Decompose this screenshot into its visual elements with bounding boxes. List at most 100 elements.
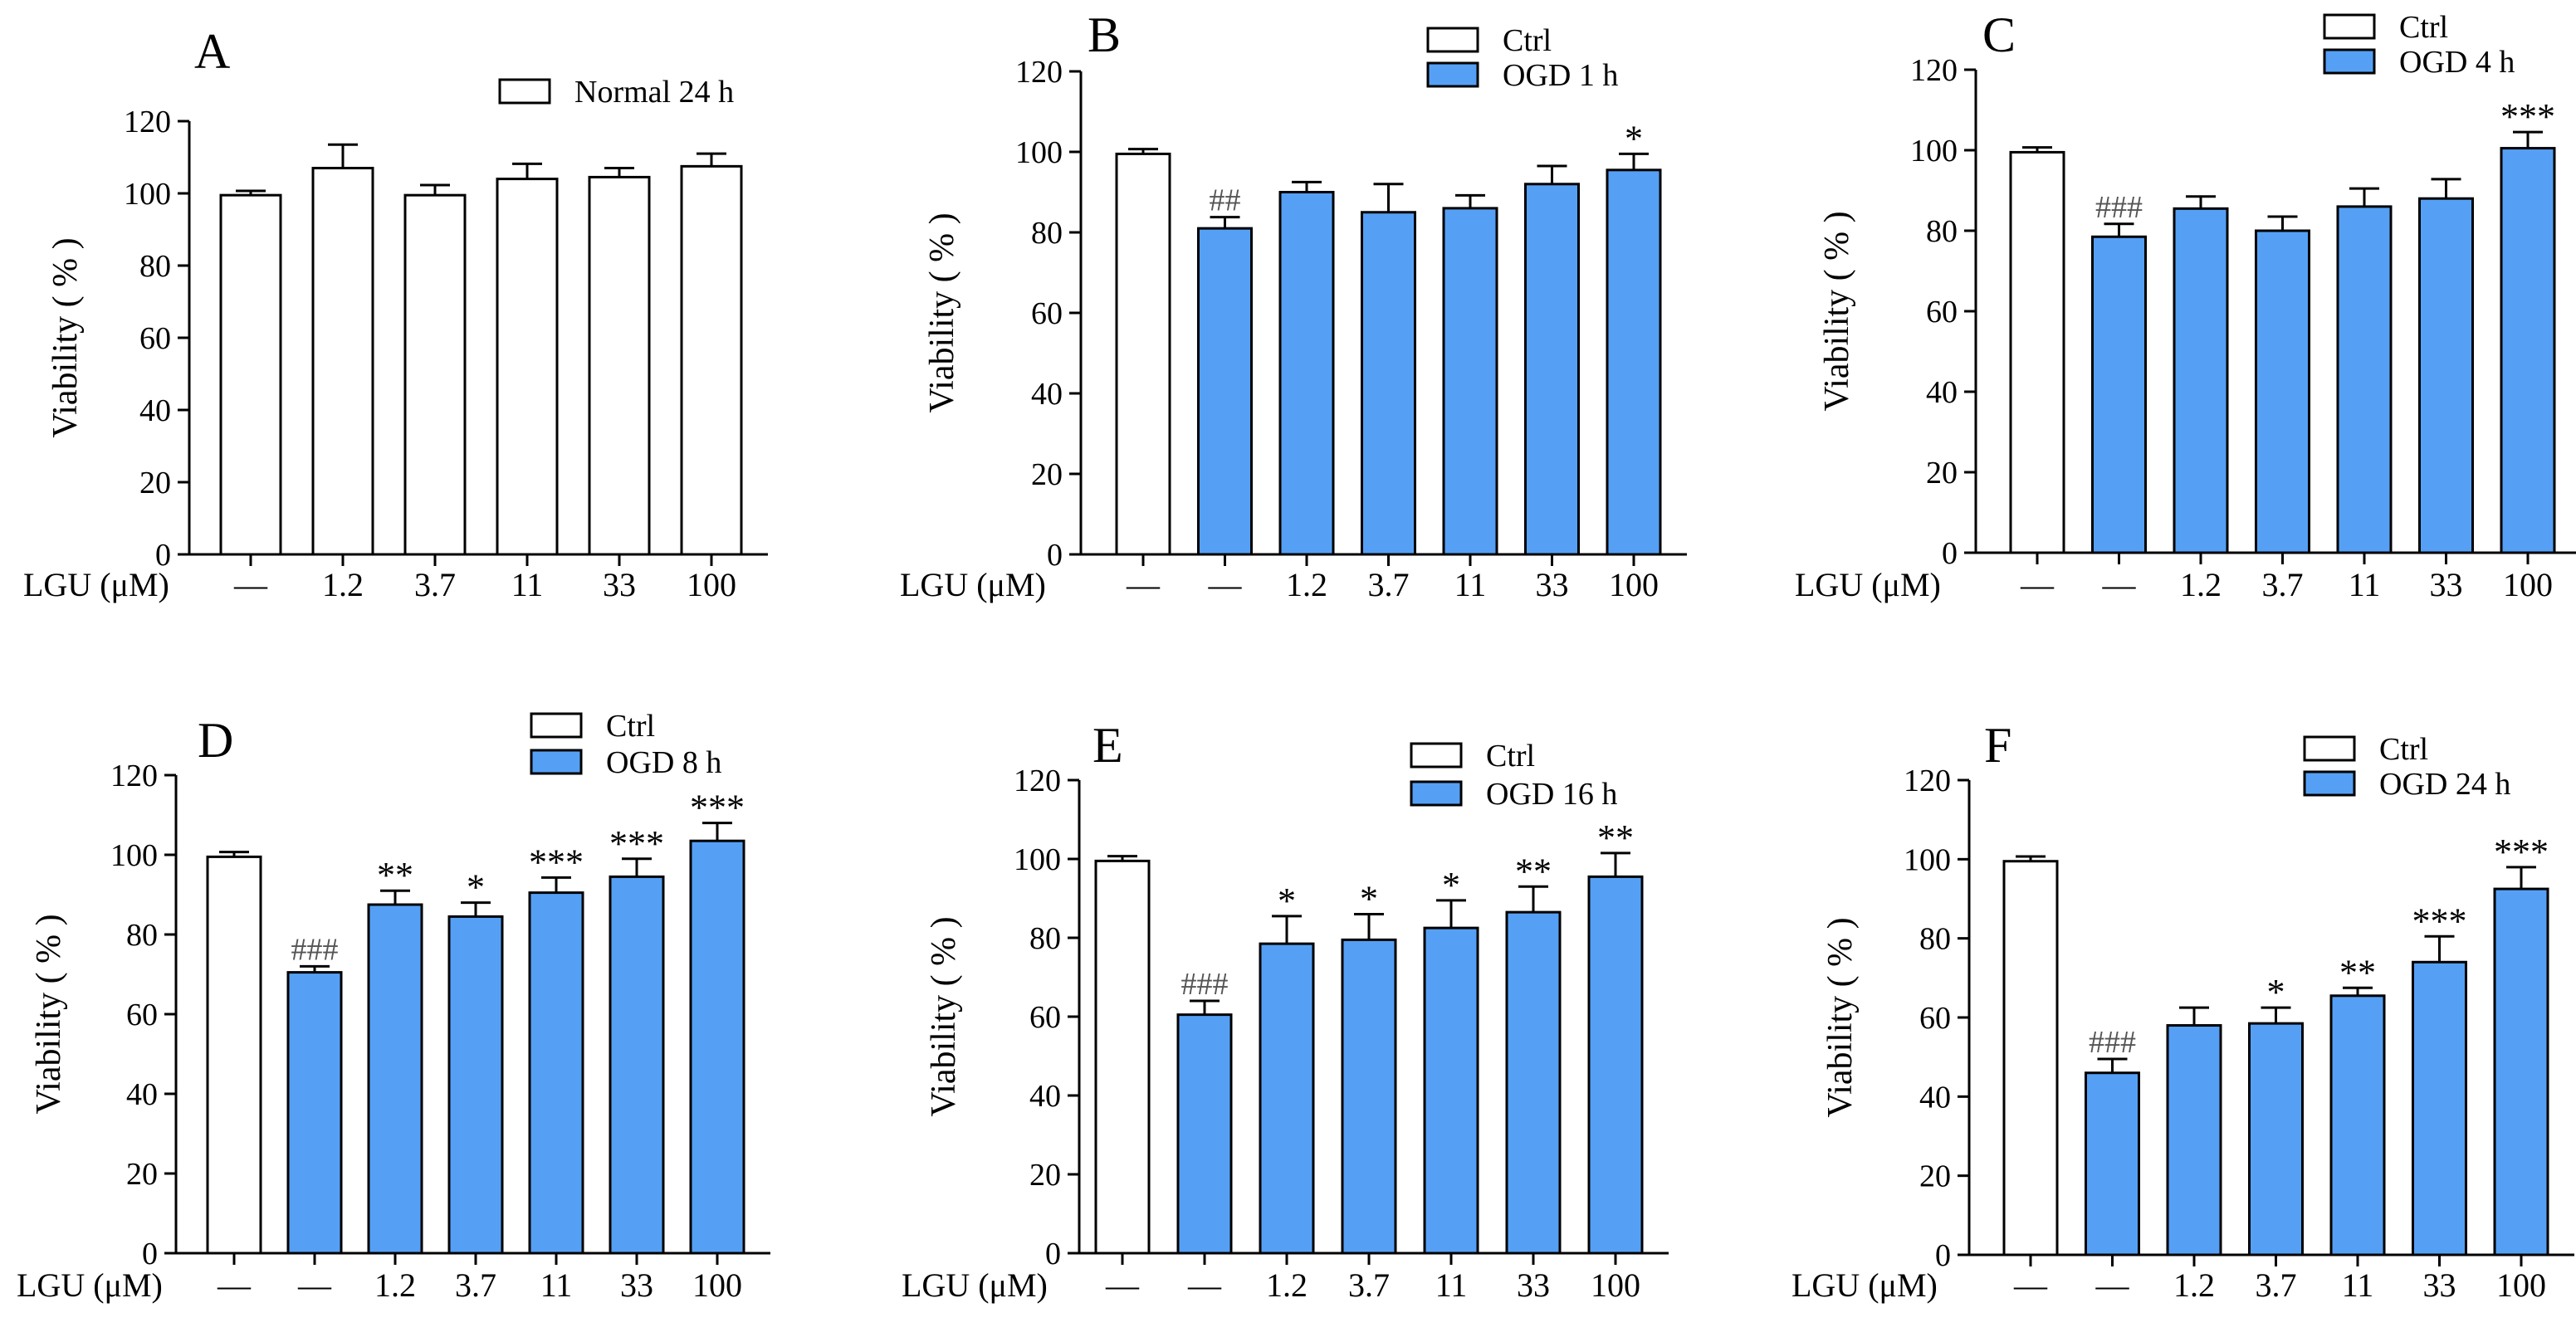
x-category-label: 3.7 (455, 1266, 496, 1304)
bar (680, 164, 743, 556)
y-tick-label: 40 (1919, 1080, 1951, 1115)
y-tick-label: 0 (1045, 1237, 1061, 1271)
bar (1423, 926, 1479, 1255)
legend-label: OGD 24 h (2379, 767, 2510, 802)
bar (1197, 227, 1253, 556)
y-tick-label: 80 (1031, 216, 1063, 251)
y-tick-label: 0 (1935, 1238, 1951, 1273)
bar (2248, 1022, 2304, 1256)
y-tick-label: 60 (139, 321, 171, 356)
panel-f: F 0 20 40 60 80 100 120 Viability ( % ) — ### — 1.2 *… (1791, 718, 2574, 1304)
bar (2255, 229, 2310, 554)
legend-swatch (2303, 770, 2356, 797)
legend-label: OGD 1 h (1503, 58, 1618, 93)
legend-swatch (2303, 735, 2356, 762)
x-category-label: 3.7 (2256, 1266, 2297, 1304)
x-category-label: 100 (2503, 566, 2553, 603)
significance-label: ** (1597, 817, 1634, 858)
significance-label: *** (690, 788, 745, 828)
bar (367, 903, 423, 1255)
y-tick-label: 100 (124, 177, 171, 212)
panel-title: E (1092, 718, 1123, 773)
bar (1587, 875, 1644, 1255)
legend-label: Normal 24 h (574, 75, 734, 110)
significance-label: *** (609, 823, 664, 864)
bar (2085, 1071, 2140, 1256)
x-category-label: 11 (1435, 1266, 1468, 1304)
y-tick-label: 40 (139, 393, 171, 428)
legend-label: Ctrl (1503, 23, 1552, 58)
legend-swatch (2323, 48, 2376, 75)
bar (1505, 910, 1562, 1255)
bar (2493, 887, 2549, 1256)
y-tick-label: 20 (126, 1157, 158, 1192)
x-category-label: 1.2 (374, 1266, 416, 1304)
y-axis-title: Viability ( % ) (923, 212, 961, 412)
bar (1176, 1013, 1233, 1255)
y-tick-label: 20 (1031, 457, 1063, 492)
x-category-label: 3.7 (1348, 1266, 1390, 1304)
y-tick-label: 0 (1942, 536, 1958, 571)
y-tick-label: 100 (1910, 134, 1958, 168)
bar (609, 875, 665, 1255)
legend-label: OGD 16 h (1486, 777, 1617, 812)
significance-label: ### (2089, 1025, 2136, 1060)
y-axis-title: Viability ( % ) (1821, 917, 1860, 1117)
x-axis-title: LGU (μM) (900, 566, 1046, 603)
bar (2418, 197, 2474, 554)
bar (2336, 205, 2393, 554)
y-tick-label: 40 (1031, 377, 1063, 412)
legend-label: OGD 8 h (606, 745, 721, 780)
significance-label: * (1278, 881, 1296, 921)
bar (1606, 168, 1662, 556)
x-category-label: — (2095, 1266, 2130, 1304)
panel-title: F (1984, 718, 2011, 773)
x-category-label: 11 (2349, 566, 2381, 603)
x-category-label: 3.7 (1368, 566, 1410, 603)
bar (2166, 1024, 2222, 1256)
significance-label: *** (2500, 96, 2555, 137)
x-category-label: — (2020, 566, 2055, 603)
x-category-label: 100 (692, 1266, 742, 1304)
legend-label: Ctrl (606, 709, 655, 744)
legend-label: Ctrl (2379, 732, 2428, 767)
significance-label: * (1442, 865, 1460, 905)
x-axis-title: LGU (μM) (902, 1266, 1048, 1304)
x-category-label: 100 (1591, 1266, 1640, 1304)
x-category-label: 33 (2423, 1266, 2456, 1304)
x-category-label: 33 (620, 1266, 653, 1304)
bar (2009, 150, 2065, 554)
significance-label: * (1625, 118, 1643, 159)
y-tick-label: 80 (1029, 921, 1061, 956)
bar (2002, 860, 2059, 1256)
y-tick-label: 20 (139, 466, 171, 500)
y-axis-title: Viability ( % ) (46, 237, 85, 437)
panel-title: B (1088, 7, 1121, 62)
bar (2500, 147, 2556, 554)
bar (1361, 211, 1416, 556)
significance-label: *** (2494, 832, 2549, 872)
bar (286, 971, 343, 1255)
legend-swatch (1426, 61, 1479, 88)
y-tick-label: 120 (1015, 55, 1063, 90)
panel-title: A (194, 24, 230, 79)
bar (2173, 207, 2229, 554)
legend-swatch (498, 78, 551, 105)
bar (1094, 859, 1151, 1255)
y-tick-label: 0 (155, 538, 171, 573)
significance-label: * (467, 867, 485, 908)
x-category-label: — (1105, 1266, 1140, 1304)
significance-label: * (2267, 972, 2285, 1013)
y-tick-label: 120 (110, 759, 158, 793)
bar (1278, 191, 1335, 556)
bar (528, 891, 584, 1255)
bar (496, 178, 559, 556)
bar (1442, 207, 1498, 556)
x-category-label: 33 (1536, 566, 1569, 603)
legend-swatch (1426, 27, 1479, 53)
y-tick-label: 80 (139, 249, 171, 284)
significance-label: *** (2412, 900, 2467, 941)
panel-e: E 0 20 40 60 80 100 120 Viability ( % ) — ### — * 1.2… (902, 718, 1669, 1304)
y-tick-label: 60 (1031, 296, 1063, 331)
bar (219, 193, 282, 556)
